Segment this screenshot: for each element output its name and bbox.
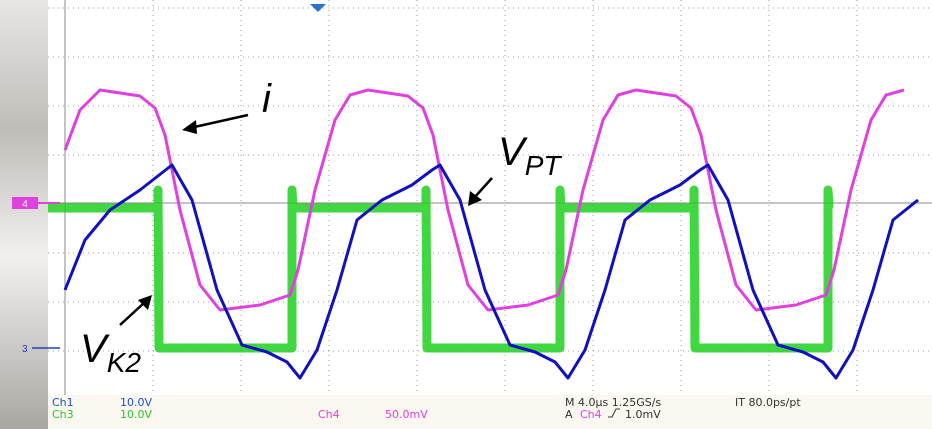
v-pt-label: VPT: [498, 130, 562, 181]
arrow: [189, 113, 249, 130]
ch3-scale: 10.0V: [120, 408, 152, 421]
grid: [48, 0, 932, 395]
ch4-marker-label: 4: [22, 199, 28, 210]
arrow: [119, 301, 146, 326]
trigger-marker: [310, 4, 326, 12]
ch4-label: Ch4: [318, 408, 340, 421]
current-label: i: [262, 77, 272, 121]
arrowhead: [138, 295, 152, 310]
screen: [48, 0, 932, 395]
ch3-marker-label: 3: [22, 344, 28, 355]
ch4-marker: [12, 197, 38, 209]
arrowhead: [182, 120, 197, 134]
ch1-trace: [63, 163, 919, 380]
ch3-label: Ch3: [52, 408, 74, 421]
v-k2-label: VK2: [80, 327, 141, 378]
ch4-scale: 50.0mV: [385, 408, 428, 421]
status-bar: [48, 395, 932, 429]
arrow: [473, 177, 493, 199]
interpolation: IT 80.0ps/pt: [735, 396, 801, 409]
ch1-scale: 10.0V: [120, 396, 152, 409]
trigger-source: Ch4: [580, 408, 602, 421]
v-k2-sub: K2: [107, 347, 142, 378]
arrowhead: [468, 191, 482, 206]
trigger-level: 1.0mV: [625, 408, 661, 421]
trigger-slope-icon: [608, 408, 620, 418]
v-k2-main: V: [80, 327, 110, 371]
ch3-trace: [48, 185, 834, 353]
ch1-label: Ch1: [52, 396, 74, 409]
waveforms: [48, 88, 919, 380]
v-pt-main: V: [498, 130, 528, 174]
background-photo: [0, 0, 48, 429]
timebase: M 4.0µs 1.25GS/s: [565, 396, 661, 409]
trigger-label: A: [565, 408, 573, 421]
v-pt-sub: PT: [525, 150, 563, 181]
